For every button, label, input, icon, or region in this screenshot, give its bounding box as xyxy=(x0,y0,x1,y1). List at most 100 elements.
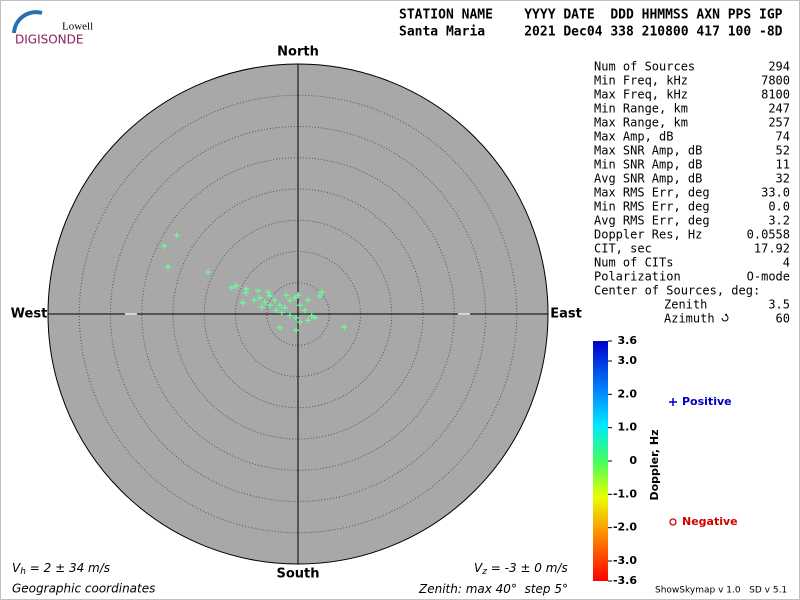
colorbar-tick-label: -1.0 xyxy=(613,487,637,500)
source-point xyxy=(305,317,311,324)
stat-value: 0.0558 xyxy=(747,228,790,242)
zenith-label: Zenith xyxy=(664,298,707,312)
stat-value: 4 xyxy=(783,256,790,270)
colorbar-tick-label: 0 xyxy=(629,454,637,467)
source-point xyxy=(286,297,293,304)
stat-label: Doppler Res, Hz xyxy=(594,228,702,242)
source-point xyxy=(291,294,298,301)
source-point xyxy=(301,307,308,314)
vz-symbol: V xyxy=(474,561,483,575)
source-point xyxy=(278,309,285,316)
stat-value: 17.92 xyxy=(754,242,790,256)
source-point xyxy=(173,232,180,239)
stat-value: 0.0 xyxy=(768,200,790,214)
center-label: Center of Sources, deg: xyxy=(594,284,760,298)
stat-label: Avg RMS Err, deg xyxy=(594,214,710,228)
colorbar-tick-label: 1.0 xyxy=(618,421,638,434)
source-point xyxy=(311,314,318,321)
stat-label: Max Range, km xyxy=(594,116,688,130)
stat-value: 33.0 xyxy=(761,186,790,200)
source-point xyxy=(271,297,278,304)
source-point xyxy=(205,269,211,276)
source-point xyxy=(295,292,301,299)
north-label: North xyxy=(277,45,319,60)
zenith-note: Zenith: max 40° step 5° xyxy=(418,582,568,596)
stat-label: Min SNR Amp, dB xyxy=(594,158,702,172)
source-point xyxy=(296,319,303,326)
east-label: East xyxy=(550,307,582,322)
stat-label: Min RMS Err, deg xyxy=(594,200,710,214)
source-point xyxy=(276,324,283,331)
source-point xyxy=(341,324,348,331)
source-point xyxy=(276,302,283,309)
version-note: ShowSkymap v 1.0 SD v 5.1 xyxy=(655,586,787,596)
source-point xyxy=(296,302,303,309)
vz-sub: z xyxy=(481,567,487,577)
source-point xyxy=(293,314,300,321)
zenith-value: 3.5 xyxy=(768,298,790,312)
source-point xyxy=(228,284,235,291)
azimuth-value: 60 xyxy=(776,312,790,326)
source-point xyxy=(233,282,240,289)
azimuth-icon xyxy=(721,313,729,322)
source-point xyxy=(308,312,315,319)
source-point xyxy=(258,304,265,311)
stat-value: O-mode xyxy=(747,270,790,284)
stat-label: Num of Sources xyxy=(594,60,695,74)
vz-text: Vz = -3 ± 0 m/s xyxy=(474,561,568,577)
coords-note: Geographic coordinates xyxy=(12,582,155,596)
source-point xyxy=(265,289,271,296)
negative-symbol xyxy=(669,518,677,526)
stat-label: Min Freq, kHz xyxy=(594,74,688,88)
logo-swoosh xyxy=(12,10,43,34)
source-point xyxy=(165,264,171,271)
ring-step: 5 xyxy=(554,582,562,596)
stat-value: 74 xyxy=(776,130,790,144)
colorbar-tick-label: 3.6 xyxy=(618,334,638,347)
stat-label: CIT, sec xyxy=(594,242,652,256)
degree-sign: ° xyxy=(562,582,568,596)
west-label: West xyxy=(11,307,48,322)
vz-value: = -3 ± 0 m/s xyxy=(487,561,568,575)
skymap xyxy=(47,63,549,565)
colorbar-ticks: 3.6 3.0 2.0 1.0 0 -1.0 -2.0 -3.0 -3.6 xyxy=(608,334,637,587)
source-point xyxy=(316,292,323,299)
south-label: South xyxy=(276,567,319,582)
stat-value: 247 xyxy=(768,102,790,116)
colorbar-label: Doppler, Hz xyxy=(648,429,661,500)
source-point xyxy=(266,302,273,309)
stat-value: 52 xyxy=(776,144,790,158)
header-columns: STATION NAME YYYY DATE DDD HHMMSS AXN PP… xyxy=(399,8,783,23)
stat-label: Num of CITs xyxy=(594,256,673,270)
stat-value: 294 xyxy=(768,60,790,74)
source-point xyxy=(286,312,293,319)
colorbar xyxy=(593,341,608,581)
vh-sub: h xyxy=(20,567,26,577)
source-point xyxy=(266,292,273,299)
negative-legend: Negative xyxy=(682,515,738,528)
source-point xyxy=(255,287,261,294)
source-point xyxy=(283,292,290,299)
source-point xyxy=(240,299,246,306)
logo-top: Lowell xyxy=(62,21,93,33)
stat-label: Max Amp, dB xyxy=(594,130,673,144)
source-point xyxy=(318,289,325,296)
stat-label: Min Range, km xyxy=(594,102,688,116)
vh-symbol: V xyxy=(12,561,21,575)
header-values: Santa Maria 2021 Dec04 338 210800 417 10… xyxy=(399,25,783,40)
stat-value: 257 xyxy=(768,116,790,130)
colorbar-tick-label: -3.6 xyxy=(613,574,637,587)
vh-text: Vh = 2 ± 34 m/s xyxy=(12,561,110,577)
colorbar-tick-label: 3.0 xyxy=(618,354,638,367)
azimuth-label: Azimuth xyxy=(664,312,715,326)
stat-label: Max SNR Amp, dB xyxy=(594,144,702,158)
source-point xyxy=(305,297,311,304)
source-point xyxy=(243,289,250,296)
colorbar-tick-label: -2.0 xyxy=(613,521,637,534)
stat-label: Polarization xyxy=(594,270,681,284)
stat-value: 3.2 xyxy=(768,214,790,228)
step-prefix: ° step xyxy=(511,582,554,596)
positive-symbol xyxy=(669,398,677,406)
zenith-max: 40 xyxy=(496,582,512,596)
